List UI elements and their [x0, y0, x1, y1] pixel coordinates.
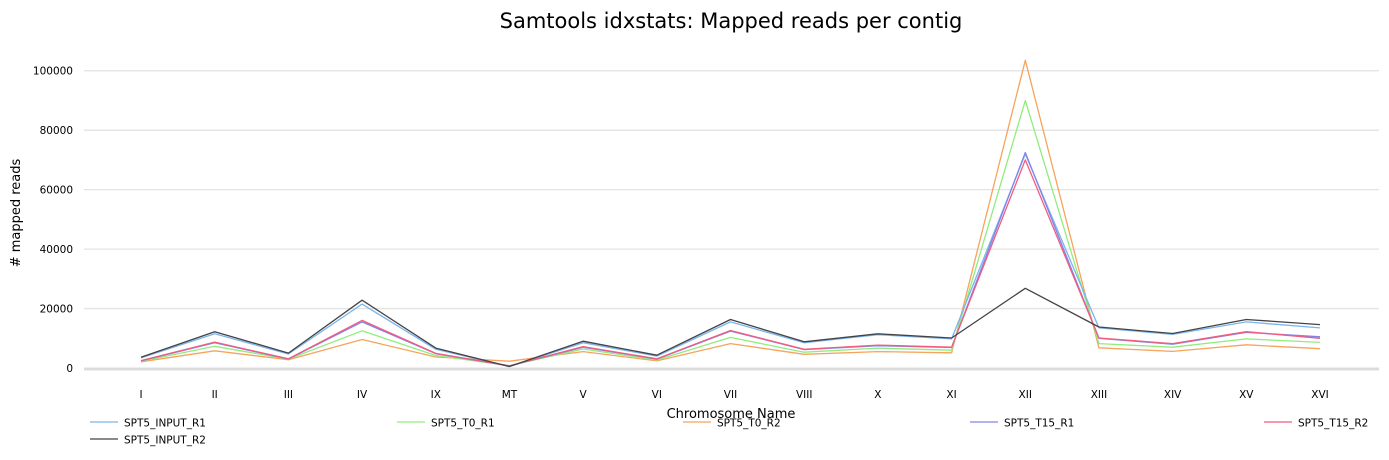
- series-line-spt5-t0-r2: [140, 59, 1321, 363]
- series-line-spt5-input-r1: [140, 153, 1321, 368]
- y-axis-label: # mapped reads: [9, 158, 24, 267]
- y-tick-label: 80000: [40, 125, 73, 137]
- x-tick-label: XVI: [1311, 389, 1328, 401]
- x-tick-label: III: [284, 389, 293, 401]
- x-tick-label: V: [580, 389, 588, 401]
- legend: SPT5_INPUT_R1 SPT5_INPUT_R2 SPT5_T0_R1 SPT5…: [90, 418, 1368, 447]
- x-tick-label: XII: [1019, 389, 1032, 401]
- y-tick-label: 20000: [40, 304, 73, 316]
- x-tick-label: XV: [1239, 389, 1254, 401]
- y-tick-label: 60000: [40, 185, 73, 197]
- series-line-spt5-t15-r2: [140, 159, 1321, 367]
- gridlines: [84, 70, 1379, 371]
- x-tick-label: IX: [431, 389, 441, 401]
- series-line-spt5-t0-r1: [140, 99, 1321, 367]
- x-tick-label: I: [139, 389, 142, 401]
- x-tick-label: VII: [724, 389, 737, 401]
- legend-item[interactable]: SPT5_INPUT_R1: [90, 418, 206, 430]
- legend-item[interactable]: SPT5_INPUT_R2: [90, 435, 206, 447]
- y-tick-label: 0: [66, 363, 73, 375]
- legend-label: SPT5_T15_R1: [1004, 418, 1074, 430]
- y-tick-label: 100000: [33, 66, 73, 78]
- legend-label: SPT5_INPUT_R2: [124, 435, 206, 447]
- x-tick-label: IV: [357, 389, 368, 401]
- legend-label: SPT5_INPUT_R1: [124, 418, 206, 430]
- x-axis-ticks: I II III IV IX MT V VI VII VIII X XI XII XIII XIV XV XVI: [139, 389, 1328, 401]
- x-axis-label: Chromosome Name: [667, 407, 796, 422]
- x-tick-label: VIII: [796, 389, 812, 401]
- x-tick-label: II: [212, 389, 218, 401]
- x-tick-label: XIV: [1164, 389, 1182, 401]
- legend-item[interactable]: SPT5_T0_R2: [683, 418, 781, 430]
- x-tick-label: XIII: [1091, 389, 1107, 401]
- legend-label: SPT5_T0_R2: [717, 418, 781, 430]
- legend-item[interactable]: SPT5_T15_R2: [1264, 418, 1368, 430]
- legend-item[interactable]: SPT5_T0_R1: [397, 418, 495, 430]
- legend-item[interactable]: SPT5_T15_R1: [970, 418, 1074, 430]
- y-axis-ticks: 0 20000 40000 60000 80000 100000: [33, 66, 73, 375]
- legend-label: SPT5_T15_R2: [1298, 418, 1368, 430]
- series-lines: [140, 59, 1321, 368]
- x-tick-label: VI: [652, 389, 662, 401]
- series-line-spt5-input-r2: [140, 287, 1321, 368]
- x-tick-label: MT: [502, 389, 518, 401]
- legend-label: SPT5_T0_R1: [431, 418, 495, 430]
- x-tick-label: X: [874, 389, 881, 401]
- chart-title: Samtools idxstats: Mapped reads per cont…: [500, 9, 963, 33]
- x-tick-label: XI: [946, 389, 956, 401]
- y-tick-label: 40000: [40, 244, 73, 256]
